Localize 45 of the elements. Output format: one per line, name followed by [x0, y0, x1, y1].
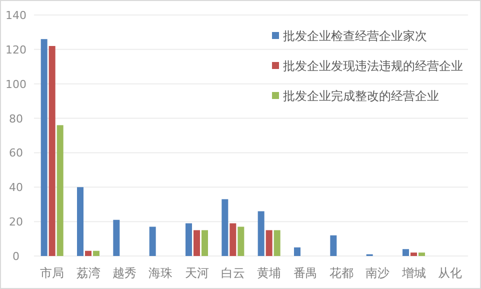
bar	[85, 250, 92, 256]
bar	[77, 187, 84, 256]
bar	[149, 226, 156, 256]
bar	[238, 226, 244, 256]
x-tick-label: 黄埔	[257, 266, 282, 280]
x-tick-label: 从化	[438, 266, 462, 280]
bar	[330, 235, 337, 256]
y-tick-label: 40	[9, 181, 23, 194]
legend-label: 批发企业发现违法违规的经营企业	[283, 59, 463, 73]
x-tick-label: 海珠	[148, 266, 173, 280]
y-tick-label: 20	[9, 216, 23, 229]
bar	[294, 247, 300, 256]
bar	[274, 230, 280, 256]
bar	[410, 252, 417, 256]
x-tick-label: 荔湾	[76, 266, 100, 280]
y-tick-label: 80	[9, 112, 23, 126]
bar	[40, 39, 48, 256]
bar	[56, 125, 64, 256]
bar	[230, 223, 236, 256]
x-tick-label: 越秀	[112, 266, 136, 280]
x-tick-label: 市局	[40, 266, 64, 280]
y-tick-label: 140	[6, 9, 26, 22]
bar	[194, 230, 200, 256]
legend-label: 批发企业完成整改的经营企业	[283, 89, 439, 103]
bar	[418, 252, 425, 256]
bar	[113, 220, 120, 256]
x-tick-label: 天河	[184, 266, 209, 280]
bar	[402, 249, 409, 256]
y-tick-label: 120	[6, 43, 26, 56]
bar	[258, 211, 264, 256]
legend-label: 批发企业检查经营企业家次	[283, 29, 427, 43]
x-tick-label: 增城	[400, 266, 426, 280]
x-tick-label: 花都	[329, 266, 354, 280]
bar	[48, 46, 56, 256]
y-tick-label: 60	[9, 146, 23, 160]
x-tick-label: 白云	[220, 266, 245, 280]
x-tick-label: 番禺	[293, 266, 318, 280]
bar	[266, 230, 272, 256]
y-tick-label: 0	[12, 250, 20, 263]
bar	[222, 199, 228, 256]
bar	[186, 223, 192, 256]
x-tick-label: 南沙	[366, 266, 390, 280]
bar	[93, 250, 100, 256]
y-tick-label: 100	[6, 78, 26, 91]
bar	[202, 230, 208, 256]
